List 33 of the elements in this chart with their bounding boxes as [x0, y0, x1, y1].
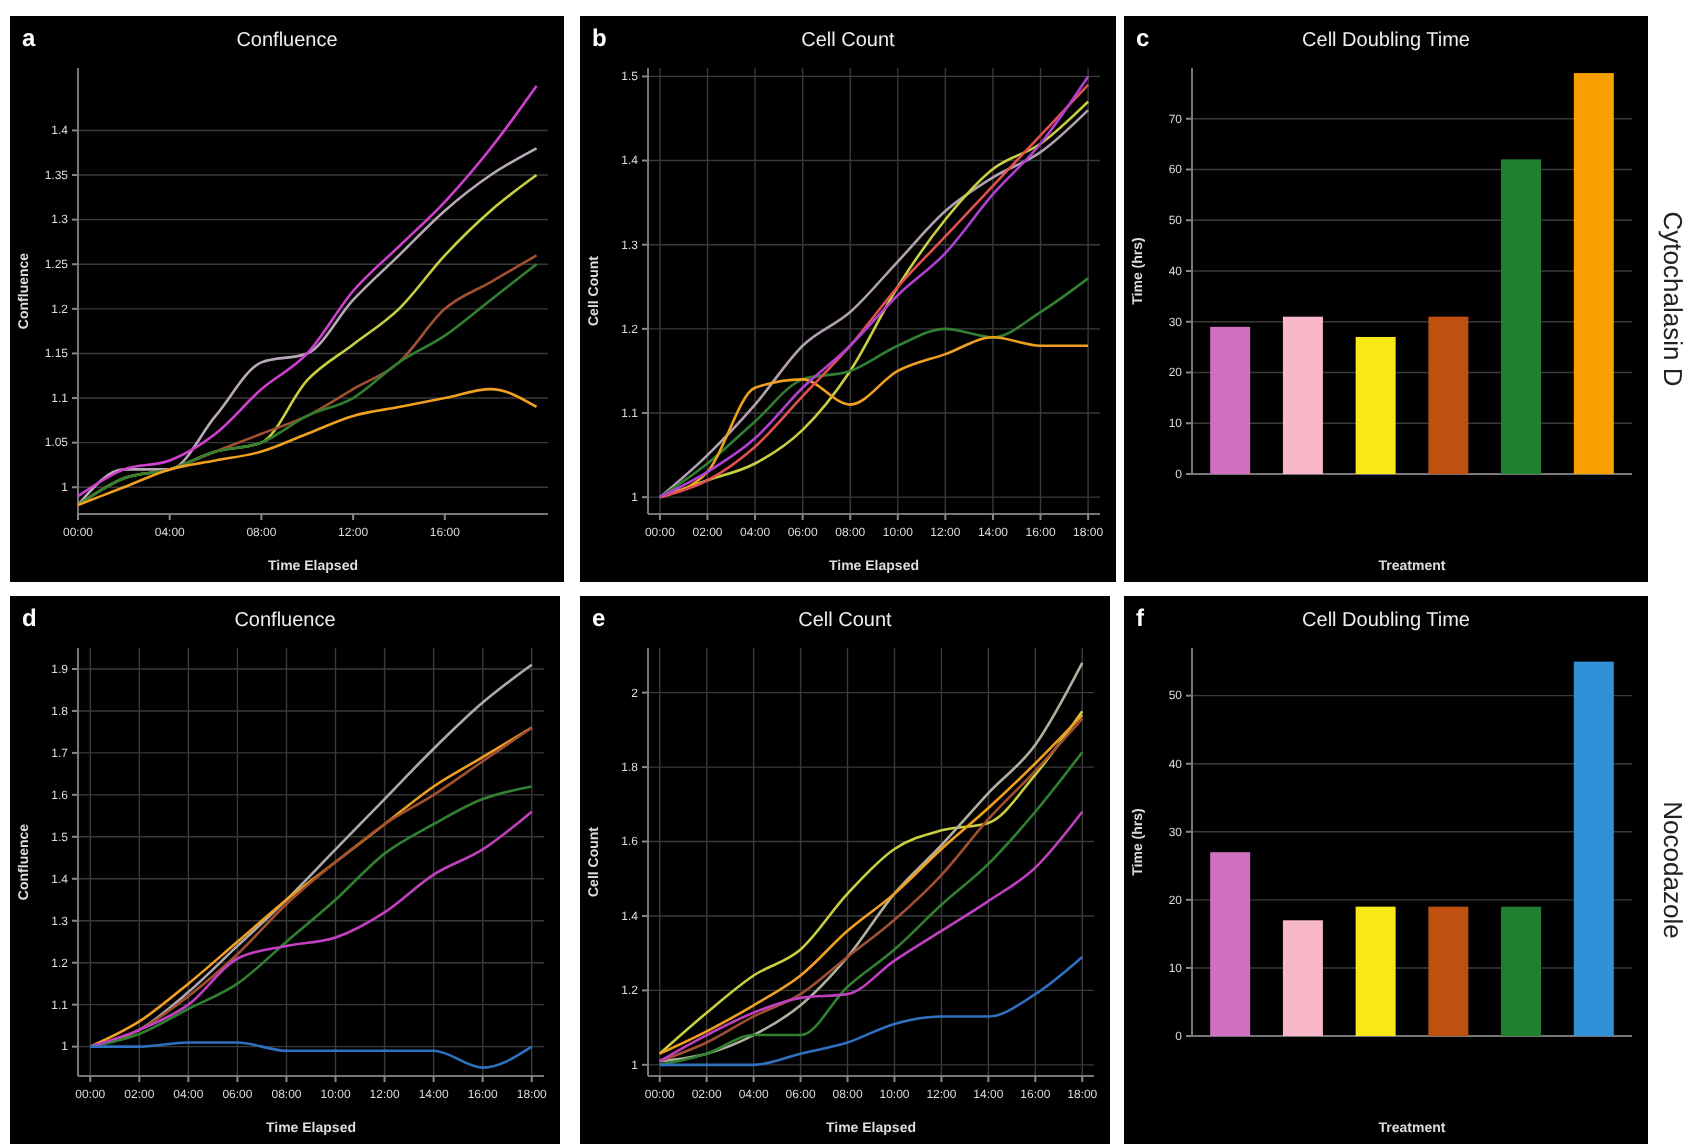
bar [1573, 661, 1614, 1036]
text: b [592, 24, 607, 52]
text: a [22, 24, 36, 52]
bar [1210, 852, 1251, 1036]
line-series [658, 955, 1084, 1067]
chart-title: Confluence [234, 610, 337, 632]
bar [1355, 336, 1396, 474]
line-series [658, 277, 1090, 499]
line-series [76, 387, 538, 507]
text: c [1136, 24, 1150, 52]
chart-title: Confluence [236, 30, 339, 52]
bar [1501, 159, 1542, 474]
bar [1355, 906, 1396, 1036]
line-series [88, 726, 534, 1048]
bar [1282, 316, 1323, 474]
bar [1210, 326, 1251, 474]
chart-title: Cell Count [798, 610, 893, 632]
bar [1428, 316, 1469, 474]
line-series [658, 810, 1084, 1063]
text: Cytochalasin D [1658, 211, 1688, 387]
text: f [1136, 604, 1146, 632]
line-series [88, 1041, 534, 1069]
bar [1282, 920, 1323, 1036]
chart-title: Cell Doubling Time [1302, 610, 1471, 632]
text: Nocodazole [1658, 801, 1688, 939]
chart-title: Cell Count [801, 30, 896, 52]
bar [1501, 906, 1542, 1036]
text: d [22, 604, 37, 632]
line-series [76, 84, 538, 498]
text: e [592, 604, 606, 632]
bar [1573, 73, 1614, 474]
chart-title: Cell Doubling Time [1302, 30, 1471, 52]
bar [1428, 906, 1469, 1036]
